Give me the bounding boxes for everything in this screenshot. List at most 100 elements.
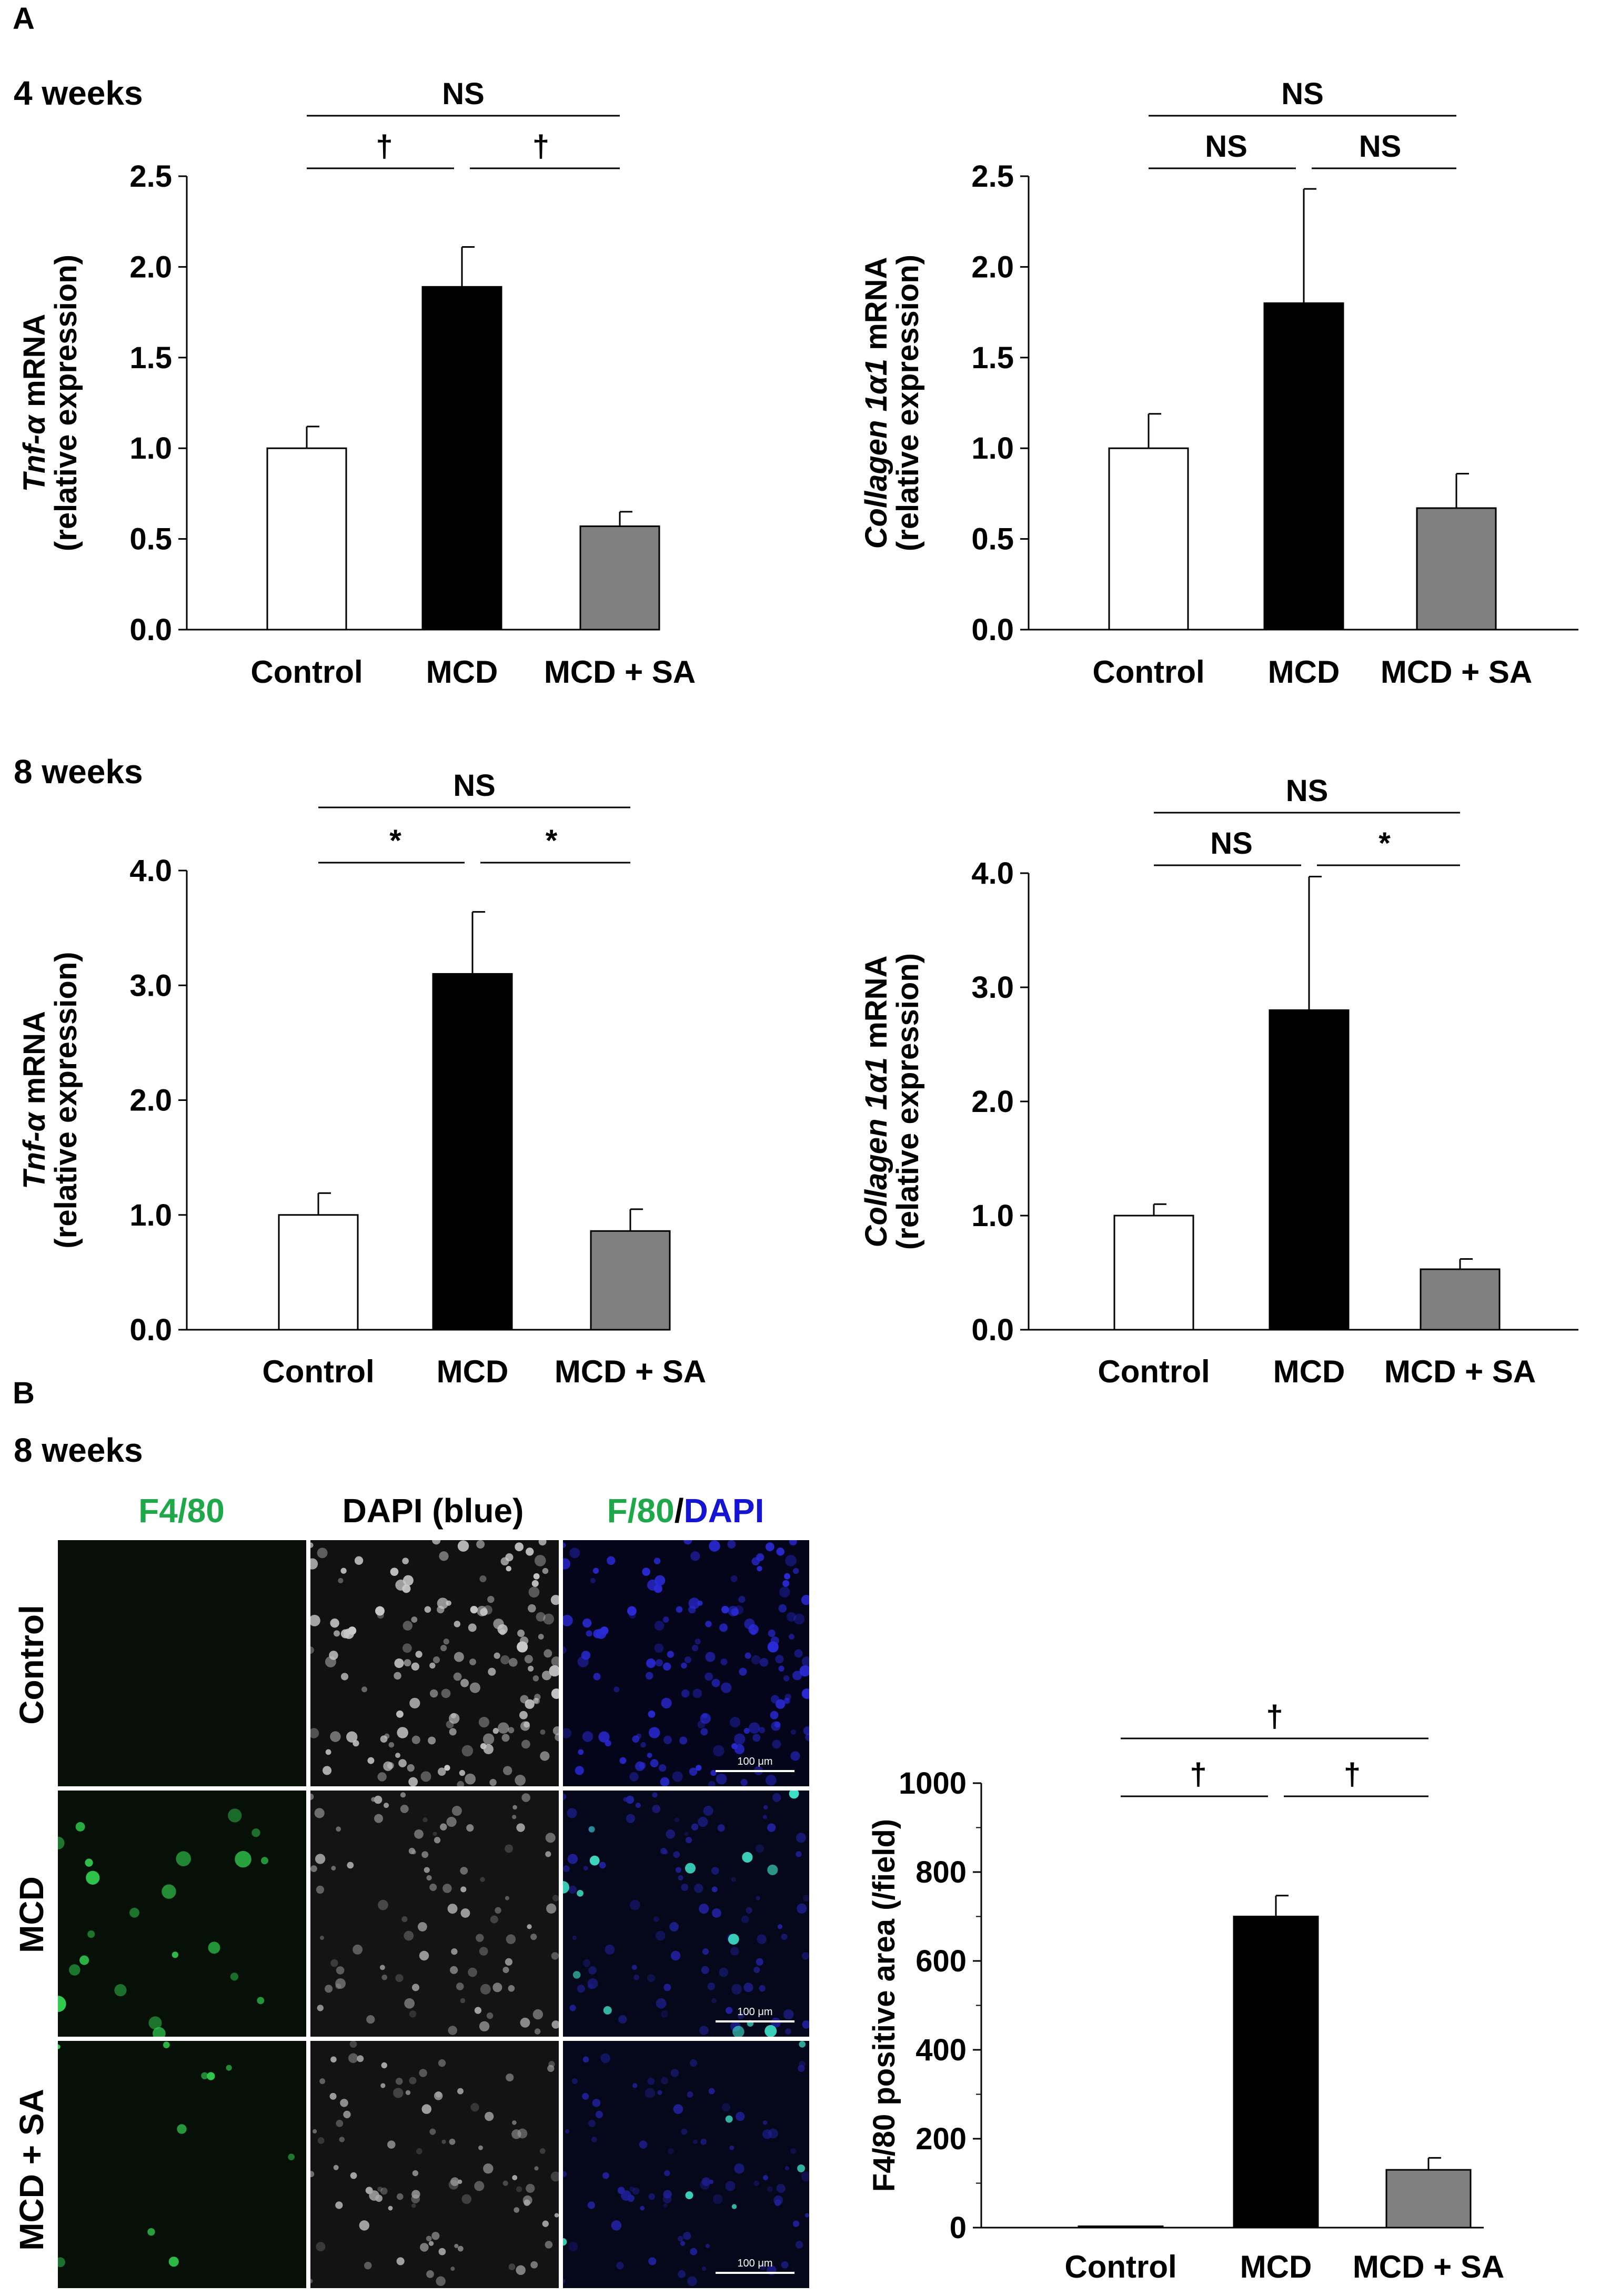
cell-dot [588, 2119, 596, 2127]
bar-mcd [432, 973, 513, 1331]
cell-dot [390, 1567, 399, 1576]
cell-dot [658, 1764, 667, 1772]
sig-label-1-3: NS [453, 768, 496, 803]
y-tick-label: 800 [915, 1855, 967, 1889]
cell-dot [319, 2078, 326, 2085]
cell-dot [743, 1983, 753, 1992]
micrograph-mcd-sa-dapi [310, 2041, 559, 2288]
cell-dot [404, 1659, 411, 1667]
cell-dot [700, 1728, 708, 1736]
cell-dot [58, 1996, 66, 2012]
cell-dot [534, 1555, 546, 1566]
cell-dot [79, 1955, 89, 1965]
cell-dot [684, 1832, 689, 1836]
cell-dot [517, 2128, 528, 2139]
cell-dot [551, 2020, 559, 2029]
cell-dot [572, 1936, 577, 1940]
cell-dot [777, 1924, 783, 1929]
cell-dot [767, 1864, 778, 1875]
cell-dot [663, 1662, 671, 1671]
cell-dot [757, 1934, 767, 1944]
cell-dot [408, 1777, 418, 1786]
cell-dot [648, 1727, 660, 1738]
cell-dot [532, 1697, 539, 1704]
cell-dot [650, 1759, 659, 1767]
cell-dot [366, 2015, 375, 2024]
cell-dot [437, 1605, 445, 1614]
cell-dot [781, 2261, 789, 2269]
y-tick-label: 1.0 [129, 431, 172, 466]
cell-dot [629, 1899, 640, 1910]
cell-dot [476, 1540, 485, 1549]
cell-dot [652, 1792, 658, 1798]
y-axis-title-line2: (relative expression) [891, 255, 925, 551]
cell-dot [468, 1623, 477, 1632]
category-label: MCD + SA [544, 654, 696, 690]
y-tick-label: 0 [950, 2211, 967, 2245]
y-axis-title-rest: mRNA [17, 1011, 52, 1112]
cell-dot [450, 1966, 458, 1974]
cell-dot [569, 1547, 580, 1559]
cell-dot [710, 1769, 717, 1776]
cell-dot [459, 1769, 466, 1776]
cell-dot [526, 1547, 534, 1556]
f480-area-chart: 0 200 400 600 800 1000 Control MCD MCD + SA F4/80… [867, 1700, 1504, 2284]
cell-dot [543, 1613, 555, 1625]
cell-dot [542, 1567, 549, 1574]
cell-dot [446, 1816, 457, 1827]
y-axis-title-rest: mRNA [17, 314, 52, 416]
category-label: MCD [1273, 1354, 1345, 1389]
cell-dot [657, 2090, 662, 2095]
cell-dot [505, 1896, 510, 1900]
y-tick-label: 0.5 [971, 522, 1014, 557]
cell-dot [662, 2194, 672, 2203]
cell-dot [719, 1967, 729, 1977]
row-head-control: Control [13, 1605, 51, 1725]
cell-dot [626, 1814, 636, 1823]
cell-dot [377, 2186, 383, 2192]
y-axis-title-italic: Collagen 1α1 [859, 1057, 893, 1248]
cell-dot [402, 1643, 412, 1653]
category-label: MCD + SA [1381, 654, 1532, 690]
cell-dot [162, 1884, 176, 1899]
cell-dot [756, 1896, 760, 1900]
week-label-8: 8 weeks [14, 753, 143, 791]
y-tick-label: 1.0 [971, 431, 1014, 466]
cell-dot [781, 1934, 788, 1940]
cell-dot [310, 1614, 320, 1626]
cell-dot [420, 2243, 429, 2252]
cell-dot [519, 1711, 528, 1720]
category-label: Control [1098, 1354, 1210, 1389]
y-tick-label: 2.0 [971, 1085, 1014, 1119]
cell-dot [571, 2078, 578, 2085]
cell-dot [586, 1630, 592, 1637]
cell-dot [680, 2241, 686, 2246]
cell-dot [506, 1934, 516, 1944]
micrograph-control-merge: 100 μm [563, 1540, 809, 1786]
cell-dot [506, 1565, 511, 1572]
cell-dot [432, 1540, 441, 1545]
cell-dot [563, 2238, 567, 2246]
cell-dot [508, 1657, 518, 1667]
cell-dot [460, 1886, 467, 1893]
cell-dot [731, 1984, 742, 1995]
cell-dot [381, 1974, 388, 1980]
cell-dot [727, 1540, 736, 1549]
cell-dot [588, 1966, 597, 1975]
cell-dot [697, 1721, 706, 1728]
cell-dot [640, 1742, 646, 1748]
cell-dot [288, 2153, 295, 2161]
cell-dot [540, 1729, 546, 1735]
cell-dot [401, 1916, 408, 1923]
cell-dot [801, 1952, 809, 1960]
cell-dot [796, 1851, 802, 1857]
cell-dot [388, 1742, 395, 1748]
cell-dot [717, 1824, 725, 1832]
cell-dot [778, 1665, 784, 1672]
sig-label-1-2: † [376, 129, 393, 164]
cell-dot [646, 1658, 656, 1668]
cell-dot [508, 1727, 515, 1734]
cell-dot [460, 1678, 469, 1687]
y-tick-label: 0.0 [971, 613, 1014, 647]
cell-dot [395, 2077, 403, 2085]
